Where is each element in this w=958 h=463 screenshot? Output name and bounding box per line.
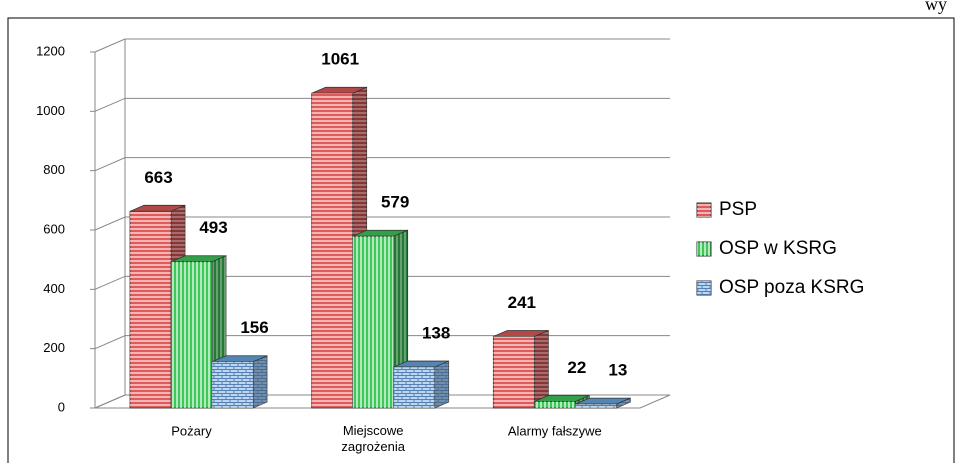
data-label: 1061 — [321, 50, 359, 69]
legend-swatch-pattern — [697, 203, 711, 217]
bar-pattern — [393, 367, 435, 408]
data-label: 663 — [144, 168, 172, 187]
bar-pattern — [171, 261, 212, 408]
grid-line — [94, 216, 670, 231]
legend-label: OSP w KSRG — [719, 238, 837, 259]
grid-line — [94, 157, 670, 172]
legend-label: PSP — [719, 199, 757, 220]
bar-pattern — [575, 404, 617, 408]
x-tick-label: Miejscowe zagrożenia — [341, 423, 405, 454]
legend-swatch-pattern — [697, 242, 711, 256]
bar-pattern — [352, 236, 394, 408]
y-tick-label: 1200 — [36, 43, 65, 58]
grid-line — [94, 97, 670, 112]
y-tick-label: 0 — [58, 399, 65, 414]
data-label: 138 — [422, 324, 450, 343]
y-tick-label: 200 — [43, 340, 65, 355]
x-tick-label: Pożary — [171, 423, 212, 438]
y-tick-label: 1000 — [36, 103, 65, 118]
chart-frame — [7, 17, 955, 463]
data-label: 156 — [240, 318, 268, 337]
x-tick-label-line: zagrożenia — [341, 439, 405, 454]
grid-line — [94, 38, 670, 53]
bar-side-pattern — [434, 361, 449, 408]
y-tick-label: 600 — [43, 221, 65, 236]
data-label: 493 — [199, 218, 227, 237]
data-label: 13 — [608, 361, 627, 380]
bar-side-pattern — [534, 330, 549, 408]
bar-pattern — [212, 361, 253, 408]
page-fragment: wy — [925, 0, 947, 14]
grid-line — [94, 275, 670, 290]
bar-pattern — [311, 93, 353, 408]
bar-pattern — [493, 336, 535, 408]
legend-label: OSP poza KSRG — [719, 277, 864, 298]
grid-line — [94, 335, 670, 350]
x-tick-label: Alarmy fałszywe — [508, 423, 602, 438]
bar-pattern — [534, 401, 576, 408]
y-tick-label: 800 — [43, 162, 65, 177]
bar-pattern — [130, 211, 171, 408]
data-label: 22 — [567, 358, 586, 377]
bar-side-pattern — [253, 355, 267, 408]
y-tick-label: 400 — [43, 281, 65, 296]
grid-line — [94, 394, 670, 409]
data-label: 241 — [508, 293, 536, 312]
x-tick-label-line: Miejscowe — [343, 423, 404, 438]
legend-swatch-pattern — [697, 281, 711, 295]
data-label: 579 — [381, 193, 409, 212]
bar-side-pattern — [616, 398, 631, 408]
